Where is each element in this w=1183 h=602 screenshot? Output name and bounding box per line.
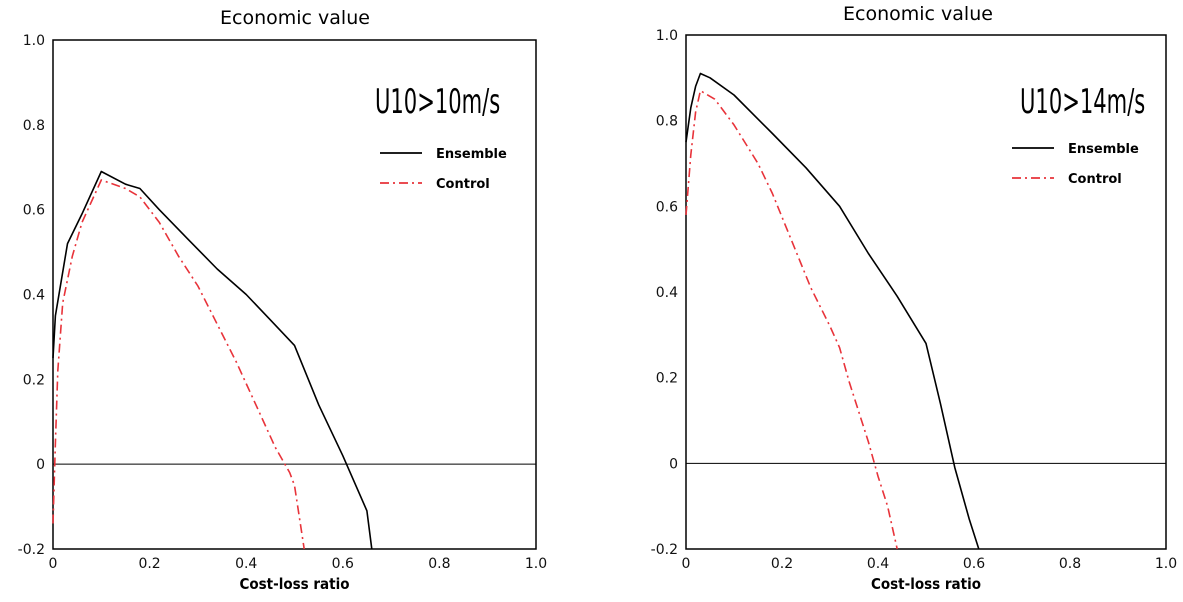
legend-label-control: Control <box>1068 172 1122 187</box>
series-line-control <box>685 89 898 550</box>
legend-label-ensemble: Ensemble <box>436 147 507 162</box>
threshold-annotation: U10>14m/s <box>1020 82 1145 122</box>
plot-frame <box>52 39 537 550</box>
plot-frame <box>685 34 1167 550</box>
threshold-annotation: U10>10m/s <box>375 82 500 122</box>
legend-label-control: Control <box>436 177 490 192</box>
x-tick-label: 0.4 <box>235 556 257 572</box>
chart-panel-1: Economic value-0.200.20.40.60.81.00 0.2 0.… <box>18 7 547 593</box>
x-axis-label: Cost-loss ratio <box>239 575 349 593</box>
chart-title: Economic value <box>220 7 370 29</box>
x-tick-label: 0.8 <box>1059 556 1081 572</box>
x-tick-label: 0.4 <box>867 556 889 572</box>
y-tick-label: -0.2 <box>651 542 678 558</box>
y-tick-label: 0.4 <box>23 288 45 304</box>
legend-label-ensemble: Ensemble <box>1068 142 1139 157</box>
y-tick-label: 0 <box>669 456 678 472</box>
y-tick-label: 1.0 <box>23 33 45 49</box>
chart-panel-2: Economic value-0.200.20.40.60.81.00 0.2 0.… <box>651 3 1177 593</box>
series-line-control <box>52 179 305 550</box>
x-tick-label: 0.2 <box>771 556 793 572</box>
x-tick-label: 0 <box>682 556 691 572</box>
y-tick-label: 0.6 <box>656 199 678 215</box>
x-tick-label: 1.0 <box>1155 556 1177 572</box>
x-tick-label: 0.8 <box>428 556 450 572</box>
y-tick-label: 0.4 <box>656 285 678 301</box>
y-tick-label: 0.6 <box>23 203 45 219</box>
y-tick-label: 0.8 <box>23 118 45 134</box>
chart-title: Economic value <box>843 3 993 25</box>
x-tick-label: 1.0 <box>525 556 547 572</box>
y-tick-label: 0.8 <box>656 114 678 130</box>
x-tick-label: 0 <box>49 556 58 572</box>
x-axis-label: Cost-loss ratio <box>871 575 981 593</box>
series-line-ensemble <box>52 170 373 550</box>
y-tick-label: -0.2 <box>18 542 45 558</box>
series-line-ensemble <box>685 72 980 550</box>
y-tick-label: 1.0 <box>656 28 678 44</box>
y-tick-label: 0.2 <box>23 372 45 388</box>
y-tick-label: 0.2 <box>656 371 678 387</box>
x-tick-label: 0.2 <box>138 556 160 572</box>
y-tick-label: 0 <box>36 457 45 473</box>
x-tick-label: 0.6 <box>332 556 354 572</box>
x-tick-label: 0.6 <box>963 556 985 572</box>
